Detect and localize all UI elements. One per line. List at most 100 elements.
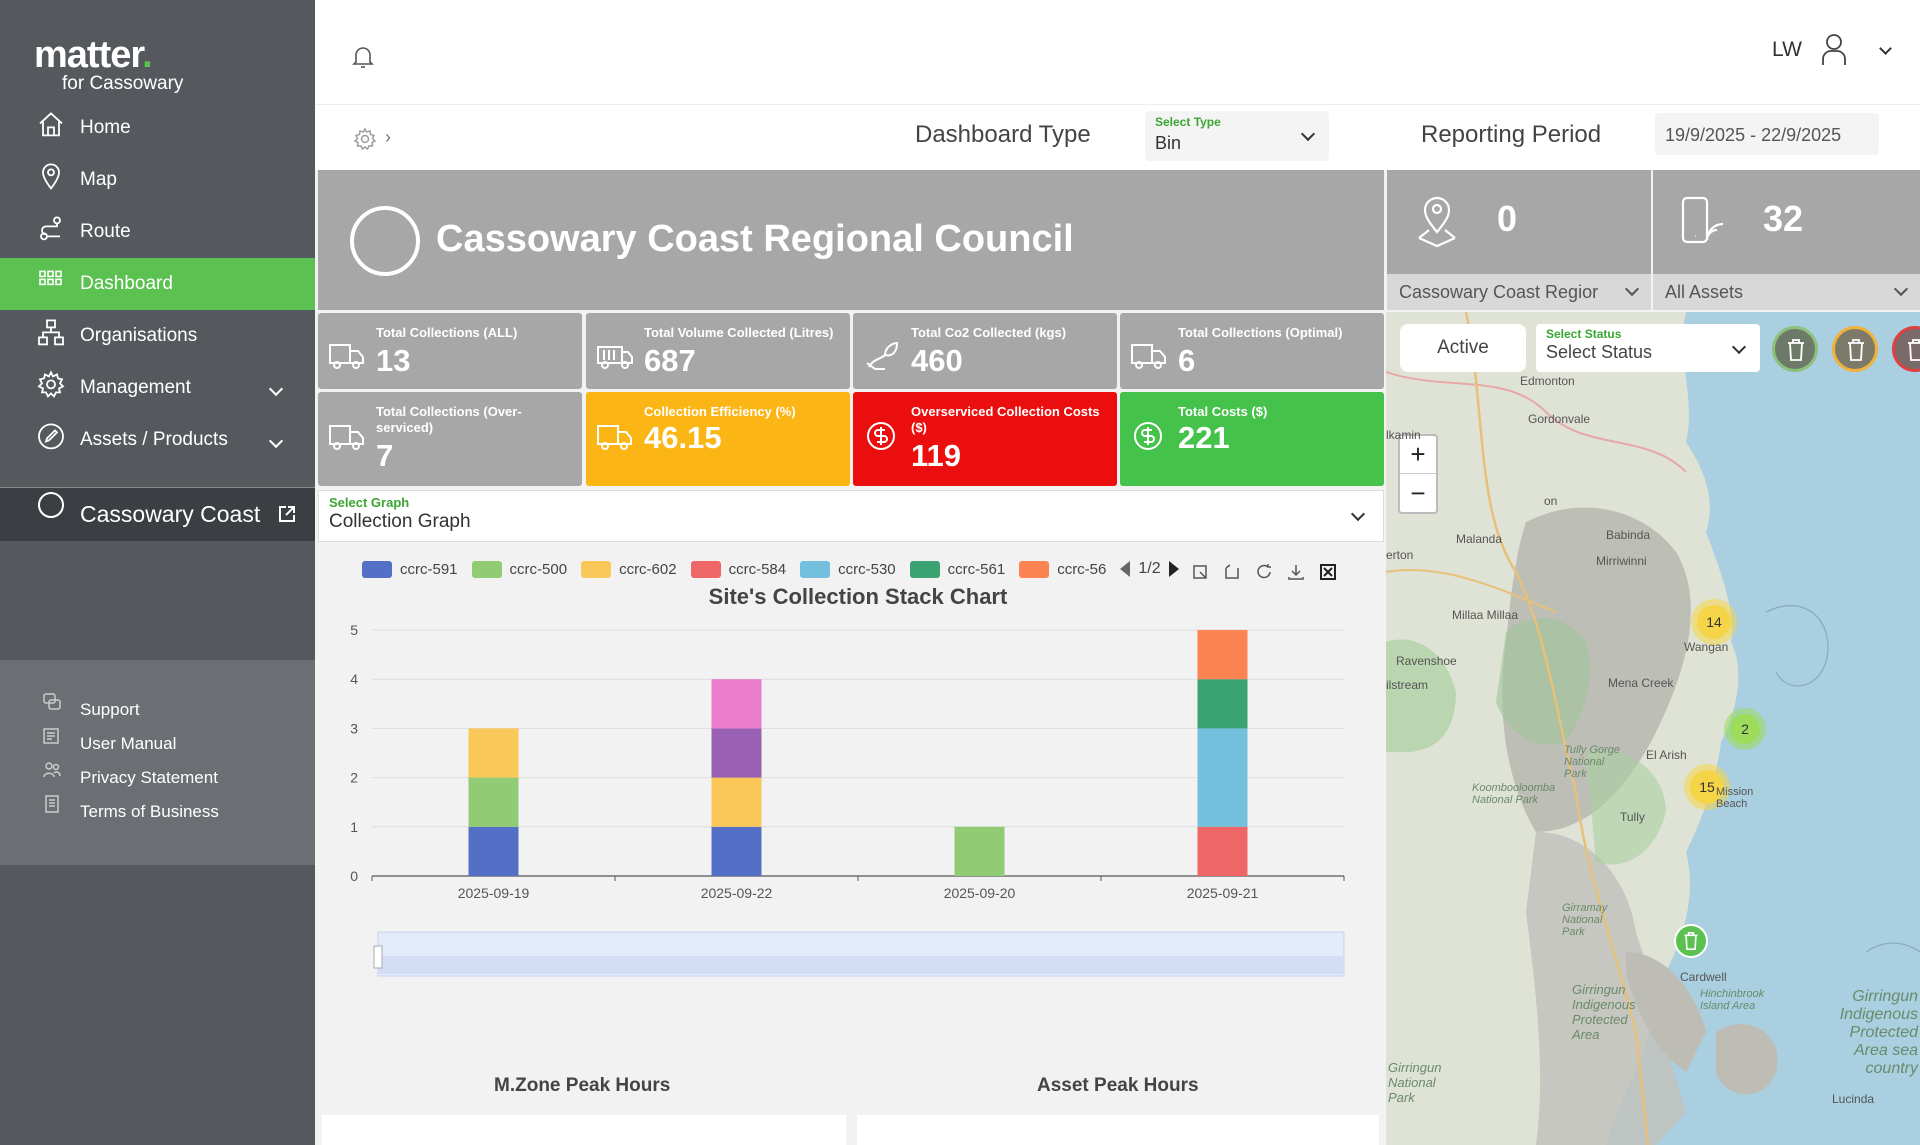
- map-cluster[interactable]: 15: [1684, 764, 1730, 810]
- zone-select[interactable]: Cassowary Coast Regior: [1387, 274, 1651, 310]
- sidebar-item-organisations[interactable]: Organisations: [0, 310, 315, 362]
- legend-swatch: [909, 560, 940, 578]
- leaf-hand-icon: [866, 341, 899, 370]
- sidebar-item-route[interactable]: Route: [0, 206, 315, 258]
- stack-chart: Site's Collection Stack Chart 0 1 2 3 4 5 2025-…: [350, 584, 1345, 977]
- legend-swatch: [471, 560, 502, 578]
- y-tick-label: 4: [350, 671, 358, 687]
- assets-select[interactable]: All Assets: [1653, 274, 1920, 310]
- zoom-select-icon[interactable]: [1190, 562, 1210, 582]
- bar-segment: [711, 728, 762, 778]
- user-icon[interactable]: [1820, 32, 1848, 66]
- top-bar: LW: [315, 0, 1920, 104]
- sidebar-nav: Home Map Route Dashboard Organisations M…: [0, 102, 315, 466]
- map-panel[interactable]: Active Select Status Select Status + − 1…: [1386, 312, 1920, 1145]
- place-label: Koombooloomba National Park: [1472, 782, 1556, 806]
- legend-label: ccrc-530: [838, 560, 896, 578]
- current-organisation[interactable]: Cassowary Coast: [0, 487, 315, 541]
- gear-icon: [37, 370, 65, 398]
- bin-marker[interactable]: [1674, 924, 1708, 958]
- select-type-dropdown[interactable]: Select Type Bin: [1145, 111, 1329, 161]
- legend-swatch: [690, 560, 721, 578]
- sidebar-item-assets-products[interactable]: Assets / Products: [0, 414, 315, 466]
- reporting-period-input[interactable]: 19/9/2025 - 22/9/2025: [1655, 113, 1879, 155]
- truck-icon: [329, 425, 364, 450]
- sidebar-item-home[interactable]: Home: [0, 102, 315, 154]
- bin-filter-green[interactable]: [1772, 326, 1818, 372]
- legend-item[interactable]: ccrc-584: [690, 560, 786, 578]
- settings-gear-icon[interactable]: [353, 127, 377, 151]
- chevron-down-icon[interactable]: [268, 381, 284, 397]
- legend-item[interactable]: ccrc-530: [800, 560, 896, 578]
- close-icon[interactable]: [1318, 562, 1338, 582]
- select-graph-dropdown[interactable]: Select Graph Collection Graph: [318, 490, 1384, 542]
- place-label: Malanda: [1456, 532, 1503, 546]
- zone-count: 0: [1497, 198, 1518, 239]
- legend-item[interactable]: ccrc-561: [909, 560, 1005, 578]
- place-label: Girramay National Park: [1562, 902, 1608, 938]
- legend-item[interactable]: ccrc-500: [471, 560, 567, 578]
- sidebar-item-label: Map: [80, 169, 117, 190]
- sidebar: matter. for Cassowary Home Map Route Das…: [0, 0, 315, 1145]
- map-cluster[interactable]: 14: [1691, 599, 1737, 645]
- bin-filter-yellow[interactable]: [1832, 326, 1878, 372]
- place-label: Lucinda: [1832, 1092, 1875, 1106]
- place-label: Girringun Indigenous Protected Area sea …: [1839, 988, 1918, 1077]
- support-link[interactable]: Support: [80, 700, 140, 719]
- place-label: erton: [1386, 548, 1414, 562]
- assets-stat-card: 32 All Assets: [1653, 170, 1920, 310]
- place-label: Wangan: [1684, 640, 1729, 654]
- x-tick-label: 2025-09-21: [1187, 885, 1259, 901]
- legend-label: ccrc-591: [400, 560, 458, 578]
- privacy-statement-link[interactable]: Privacy Statement: [80, 768, 218, 787]
- chart-legend: ccrc-591 ccrc-500 ccrc-602 ccrc-584 ccrc-530…: [362, 560, 1179, 578]
- bar-segment: [711, 777, 762, 827]
- stat-tile: Collection Efficiency (%) 46.15: [586, 392, 850, 486]
- status-value: Select Status: [1546, 342, 1653, 362]
- active-filter-button[interactable]: Active: [1400, 324, 1526, 372]
- legend-item[interactable]: ccrc-56: [1019, 560, 1106, 578]
- legend-next-icon[interactable]: [1168, 561, 1179, 577]
- sidebar-item-map[interactable]: Map: [0, 154, 315, 206]
- stat-value: 13: [376, 343, 411, 378]
- legend-label: ccrc-602: [619, 560, 677, 578]
- sidebar-item-label: Route: [80, 221, 131, 242]
- zoom-reset-icon[interactable]: [1222, 562, 1242, 582]
- bin-truck-icon: [597, 346, 633, 369]
- refresh-icon[interactable]: [1254, 562, 1274, 582]
- legend-prev-icon[interactable]: [1120, 561, 1131, 577]
- place-label: Mena Creek: [1608, 676, 1674, 690]
- chevron-down-icon[interactable]: [268, 433, 284, 449]
- chevron-down-icon[interactable]: [1879, 42, 1892, 55]
- zoom-in-button[interactable]: +: [1400, 436, 1436, 474]
- dashboard-type-label: Dashboard Type: [915, 121, 1091, 148]
- map-canvas[interactable]: [1386, 312, 1920, 1145]
- cluster-count: 15: [1690, 770, 1724, 804]
- bar-segment: [1197, 826, 1248, 876]
- logo-text: matter: [34, 34, 143, 76]
- terms-of-business-link[interactable]: Terms of Business: [80, 802, 219, 821]
- download-icon[interactable]: [1286, 562, 1306, 582]
- external-link-icon[interactable]: [277, 504, 297, 524]
- bell-icon[interactable]: [349, 42, 377, 70]
- select-type-value: Bin: [1155, 133, 1182, 153]
- home-icon: [39, 112, 63, 137]
- stat-tile: Total Collections (Over-serviced) 7: [318, 392, 582, 486]
- map-cluster[interactable]: 2: [1724, 708, 1766, 750]
- legend-item[interactable]: ccrc-591: [362, 560, 458, 578]
- data-zoom-track: [378, 956, 1344, 974]
- user-initials[interactable]: LW: [1772, 38, 1802, 61]
- legend-swatch: [581, 560, 612, 578]
- status-label: Select Status: [1546, 327, 1622, 341]
- chart-toolbox: [1190, 562, 1338, 582]
- stat-label: Total Collections (Optimal): [1178, 325, 1343, 340]
- stat-label: Overserviced Collection Costs ($): [911, 404, 1100, 435]
- stat-label: Total Volume Collected (Litres): [644, 325, 834, 340]
- sidebar-item-management[interactable]: Management: [0, 362, 315, 414]
- sidebar-item-dashboard[interactable]: Dashboard: [0, 258, 315, 310]
- user-manual-link[interactable]: User Manual: [80, 734, 177, 753]
- legend-item[interactable]: ccrc-602: [581, 560, 677, 578]
- place-label: ilstream: [1386, 678, 1429, 692]
- zoom-out-button[interactable]: −: [1410, 477, 1426, 508]
- status-dropdown[interactable]: Select Status Select Status: [1536, 324, 1760, 372]
